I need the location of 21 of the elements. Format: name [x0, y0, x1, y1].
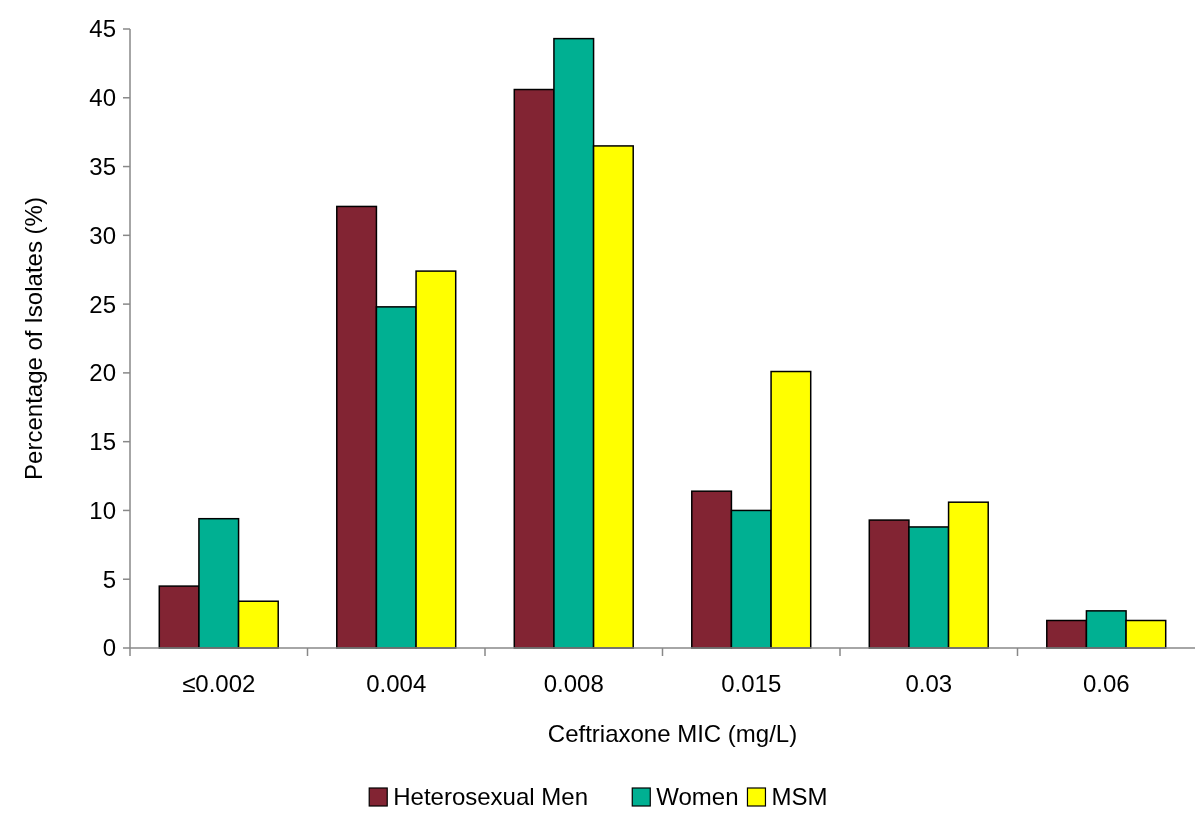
y-tick-label: 35 — [89, 152, 116, 180]
x-tick-label: 0.03 — [905, 670, 953, 697]
y-axis-title: Percentage of Isolates (%) — [20, 197, 47, 480]
x-tick-label: 0.015 — [721, 670, 782, 697]
y-tick-label: 10 — [89, 496, 116, 524]
y-tick-label: 40 — [89, 84, 116, 112]
x-axis-title: Ceftriaxone MIC (mg/L) — [547, 720, 798, 747]
x-tick-label: 0.06 — [1082, 670, 1130, 697]
legend-label: Women — [656, 783, 739, 810]
y-tick-label: 45 — [89, 15, 116, 43]
y-tick-label: 0 — [102, 634, 116, 662]
x-tick-label: 0.008 — [543, 670, 604, 697]
y-tick-label: 25 — [89, 290, 116, 318]
y-tick-label: 15 — [89, 428, 116, 456]
y-tick-label: 30 — [89, 221, 116, 249]
y-tick-label: 20 — [89, 359, 116, 387]
y-tick-label: 5 — [102, 565, 116, 593]
x-tick-label: ≤0.002 — [182, 670, 256, 697]
legend-label: MSM — [771, 783, 828, 810]
x-tick-label: 0.004 — [366, 670, 427, 697]
legend-label: Heterosexual Men — [393, 783, 588, 810]
